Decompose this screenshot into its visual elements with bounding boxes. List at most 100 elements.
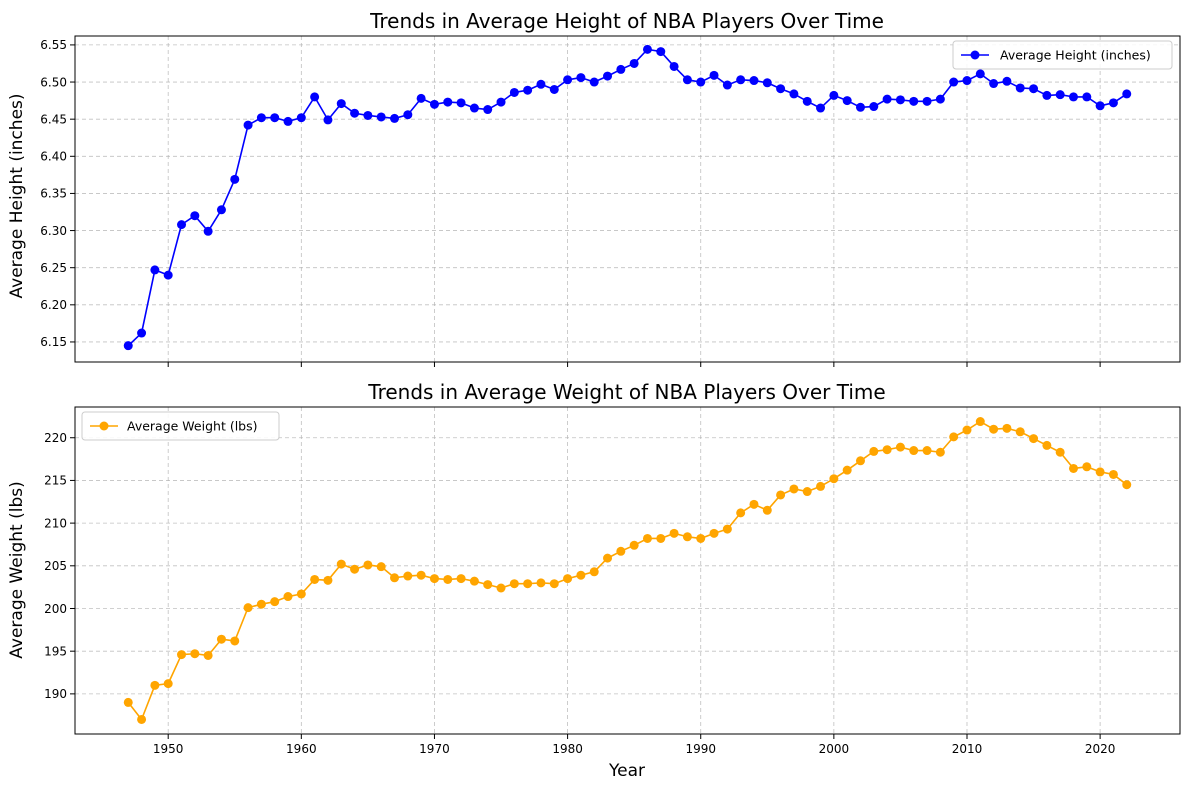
- y-tick-label: 6.35: [40, 187, 67, 201]
- data-point: [842, 96, 852, 106]
- data-point: [829, 474, 839, 484]
- data-point: [922, 446, 932, 456]
- data-point: [177, 650, 187, 660]
- y-tick-label: 210: [44, 516, 67, 530]
- data-point: [163, 270, 173, 280]
- data-point: [989, 79, 999, 89]
- y-tick-label: 6.55: [40, 38, 67, 52]
- height-chart-title: Trends in Average Height of NBA Players …: [369, 9, 884, 33]
- height-legend-label: Average Height (inches): [1000, 48, 1151, 63]
- series-line: [127, 420, 1128, 721]
- data-point: [376, 562, 386, 572]
- height-chart-ticks: 6.15 6.20 6.25 6.30 6.35 6.40 6.45 6.50 6.55: [40, 38, 1101, 367]
- data-point: [603, 553, 613, 563]
- data-point: [576, 570, 586, 580]
- data-point: [363, 560, 373, 570]
- data-point: [403, 110, 413, 120]
- data-point: [1015, 83, 1025, 93]
- data-point: [1002, 423, 1012, 433]
- data-point: [216, 634, 226, 644]
- data-point: [243, 603, 253, 613]
- data-point: [390, 113, 400, 123]
- data-point: [909, 446, 919, 456]
- data-point: [283, 592, 293, 602]
- data-point: [323, 115, 333, 125]
- data-point: [1015, 427, 1025, 437]
- weight-chart: Trends in Average Weight of NBA Players …: [7, 380, 1181, 781]
- data-point: [656, 47, 666, 57]
- x-tick-label: 1990: [685, 742, 716, 756]
- data-point: [509, 87, 519, 97]
- data-point: [216, 205, 226, 215]
- data-point: [536, 578, 546, 588]
- data-point: [256, 599, 266, 609]
- data-point: [935, 447, 945, 457]
- height-chart: Trends in Average Height of NBA Players …: [7, 9, 1181, 367]
- data-point: [190, 211, 200, 221]
- data-point: [150, 680, 160, 690]
- data-point: [376, 112, 386, 122]
- y-tick-label: 6.45: [40, 112, 67, 126]
- data-point: [829, 90, 839, 100]
- data-point: [869, 102, 879, 112]
- data-point: [949, 432, 959, 442]
- data-point: [669, 61, 679, 71]
- x-tick-label: 1950: [153, 742, 184, 756]
- height-chart-grid: [75, 36, 1180, 362]
- data-point: [163, 679, 173, 689]
- x-tick-label: 2020: [1085, 742, 1116, 756]
- data-point: [722, 524, 732, 534]
- data-point: [1055, 447, 1065, 457]
- data-point: [682, 75, 692, 85]
- data-point: [842, 465, 852, 475]
- x-tick-label: 2010: [952, 742, 983, 756]
- data-point: [403, 571, 413, 581]
- x-tick-label: 1970: [419, 742, 450, 756]
- height-legend-box: [952, 40, 1173, 70]
- data-point: [709, 528, 719, 538]
- data-point: [563, 574, 573, 584]
- data-point: [1095, 101, 1105, 111]
- data-point: [669, 528, 679, 538]
- data-point: [616, 64, 626, 74]
- x-tick-label: 1960: [286, 742, 317, 756]
- y-tick-label: 6.15: [40, 335, 67, 349]
- data-point: [949, 77, 959, 87]
- weight-chart-xlabel: Year: [608, 761, 645, 781]
- data-point: [802, 96, 812, 106]
- x-tick-label: 2000: [819, 742, 850, 756]
- weight-chart-legend: Average Weight (lbs): [81, 411, 280, 441]
- data-point: [137, 714, 147, 724]
- data-point: [1082, 92, 1092, 102]
- data-point: [296, 113, 306, 123]
- data-point: [549, 84, 559, 94]
- data-point: [696, 533, 706, 543]
- weight-legend-marker: [99, 421, 109, 431]
- data-point: [869, 446, 879, 456]
- data-point: [336, 559, 346, 569]
- height-chart-legend: Average Height (inches): [952, 40, 1173, 70]
- data-point: [1082, 462, 1092, 472]
- data-point: [363, 110, 373, 120]
- y-tick-label: 215: [44, 474, 67, 488]
- data-point: [736, 508, 746, 518]
- data-point: [350, 564, 360, 574]
- data-point: [762, 78, 772, 88]
- data-point: [1055, 90, 1065, 100]
- data-point: [496, 97, 506, 107]
- data-point: [789, 484, 799, 494]
- data-point: [882, 94, 892, 104]
- data-point: [816, 481, 826, 491]
- data-point: [1042, 90, 1052, 100]
- data-point: [642, 533, 652, 543]
- weight-chart-ylabel: Average Weight (lbs): [7, 481, 27, 658]
- data-point: [230, 636, 240, 646]
- data-point: [429, 99, 439, 109]
- data-point: [429, 574, 439, 584]
- y-tick-label: 6.50: [40, 75, 67, 89]
- data-point: [456, 574, 466, 584]
- data-point: [296, 589, 306, 599]
- data-point: [589, 77, 599, 87]
- data-point: [656, 533, 666, 543]
- data-point: [230, 174, 240, 184]
